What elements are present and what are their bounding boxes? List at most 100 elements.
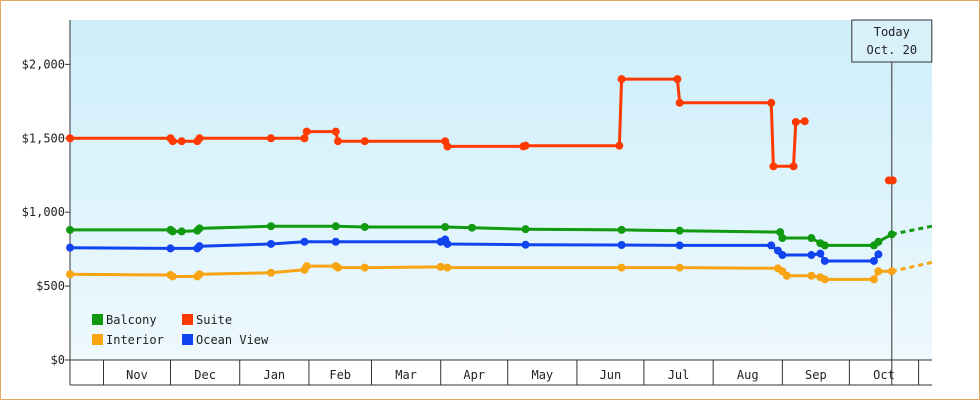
data-point — [195, 242, 204, 251]
data-point — [874, 237, 883, 246]
today-label: Today — [874, 25, 910, 39]
data-point — [436, 262, 445, 271]
data-point — [302, 127, 311, 136]
data-point — [360, 222, 369, 231]
data-point — [807, 271, 816, 280]
legend-item-balcony: Balcony — [92, 313, 157, 327]
data-point — [177, 137, 186, 146]
today-box — [851, 19, 933, 63]
data-point — [177, 227, 186, 236]
data-point — [66, 270, 74, 279]
plot-background — [70, 20, 932, 360]
data-point — [66, 225, 74, 234]
legend: Balcony Suite Interior Ocean View — [92, 313, 269, 347]
data-point — [874, 267, 883, 276]
month-label: Jun — [600, 368, 622, 382]
month-label: Oct — [873, 368, 895, 382]
data-point — [617, 240, 626, 249]
data-point — [166, 244, 175, 253]
legend-swatch — [92, 314, 103, 325]
data-point — [820, 256, 829, 265]
data-point — [266, 222, 275, 231]
data-point — [617, 263, 626, 272]
today-marker: Today Oct. 20 — [851, 19, 933, 385]
data-point — [360, 263, 369, 272]
data-point — [888, 176, 897, 185]
legend-item-suite: Suite — [182, 313, 232, 327]
data-point — [443, 263, 452, 272]
legend-label: Interior — [106, 333, 164, 347]
today-date: Oct. 20 — [867, 43, 918, 57]
data-point — [195, 134, 204, 143]
data-point — [443, 142, 452, 151]
data-point — [617, 225, 626, 234]
data-point — [521, 240, 530, 249]
x-axis: Nov Dec Jan Feb Mar Apr May Jun Jul Aug Sep Oct — [70, 359, 932, 386]
month-label: Sep — [805, 368, 827, 382]
data-point — [820, 241, 829, 250]
data-point — [675, 263, 684, 272]
y-tick-label: $0 — [51, 353, 65, 367]
data-point — [816, 249, 825, 258]
series-layer — [66, 75, 933, 284]
month-label: Nov — [126, 368, 148, 382]
legend-label: Ocean View — [196, 333, 269, 347]
y-axis: $0 $500 $1,000 $1,500 $2,000 — [22, 20, 71, 385]
data-point — [302, 262, 311, 271]
data-point — [331, 222, 340, 231]
data-point — [800, 117, 809, 126]
data-point — [782, 271, 791, 280]
data-point — [360, 137, 369, 146]
data-point — [168, 137, 177, 146]
month-label: Apr — [463, 368, 485, 382]
series-forecast-interior — [891, 260, 933, 273]
month-label: Jan — [263, 368, 285, 382]
legend-label: Balcony — [106, 313, 157, 327]
data-point — [521, 225, 530, 234]
y-tick-label: $1,000 — [22, 205, 65, 219]
data-point — [887, 267, 896, 276]
month-label: Jul — [668, 368, 690, 382]
data-point — [443, 239, 452, 248]
month-label: Dec — [194, 368, 216, 382]
legend-swatch — [92, 334, 103, 345]
data-point — [66, 243, 74, 252]
legend-swatch — [182, 314, 193, 325]
data-point — [869, 256, 878, 265]
series-ocean-view — [66, 235, 883, 265]
legend-swatch — [182, 334, 193, 345]
y-tick-label: $500 — [36, 279, 65, 293]
y-tick-label: $1,500 — [22, 131, 65, 145]
series-balcony — [66, 222, 933, 250]
data-point — [66, 134, 74, 143]
data-point — [778, 251, 787, 260]
data-point — [168, 227, 177, 236]
month-label: Feb — [329, 368, 351, 382]
data-point — [767, 241, 776, 250]
data-point — [778, 234, 787, 243]
data-point — [331, 237, 340, 246]
data-point — [887, 230, 896, 239]
data-point — [673, 75, 682, 84]
data-point — [675, 241, 684, 250]
data-point — [266, 239, 275, 248]
month-label: May — [531, 368, 553, 382]
data-point — [300, 237, 309, 246]
y-tick-label: $2,000 — [22, 57, 65, 71]
data-point — [615, 141, 624, 150]
data-point — [331, 127, 340, 136]
data-point — [807, 234, 816, 243]
legend-item-ocean-view: Ocean View — [182, 333, 269, 347]
data-point — [168, 272, 177, 281]
data-point — [791, 118, 800, 126]
data-point — [333, 263, 342, 272]
data-point — [617, 75, 626, 84]
month-label: Aug — [737, 368, 759, 382]
data-point — [333, 137, 342, 146]
data-point — [195, 224, 204, 233]
data-point — [807, 251, 816, 260]
data-point — [300, 134, 309, 143]
data-point — [769, 162, 778, 171]
data-point — [521, 141, 530, 150]
